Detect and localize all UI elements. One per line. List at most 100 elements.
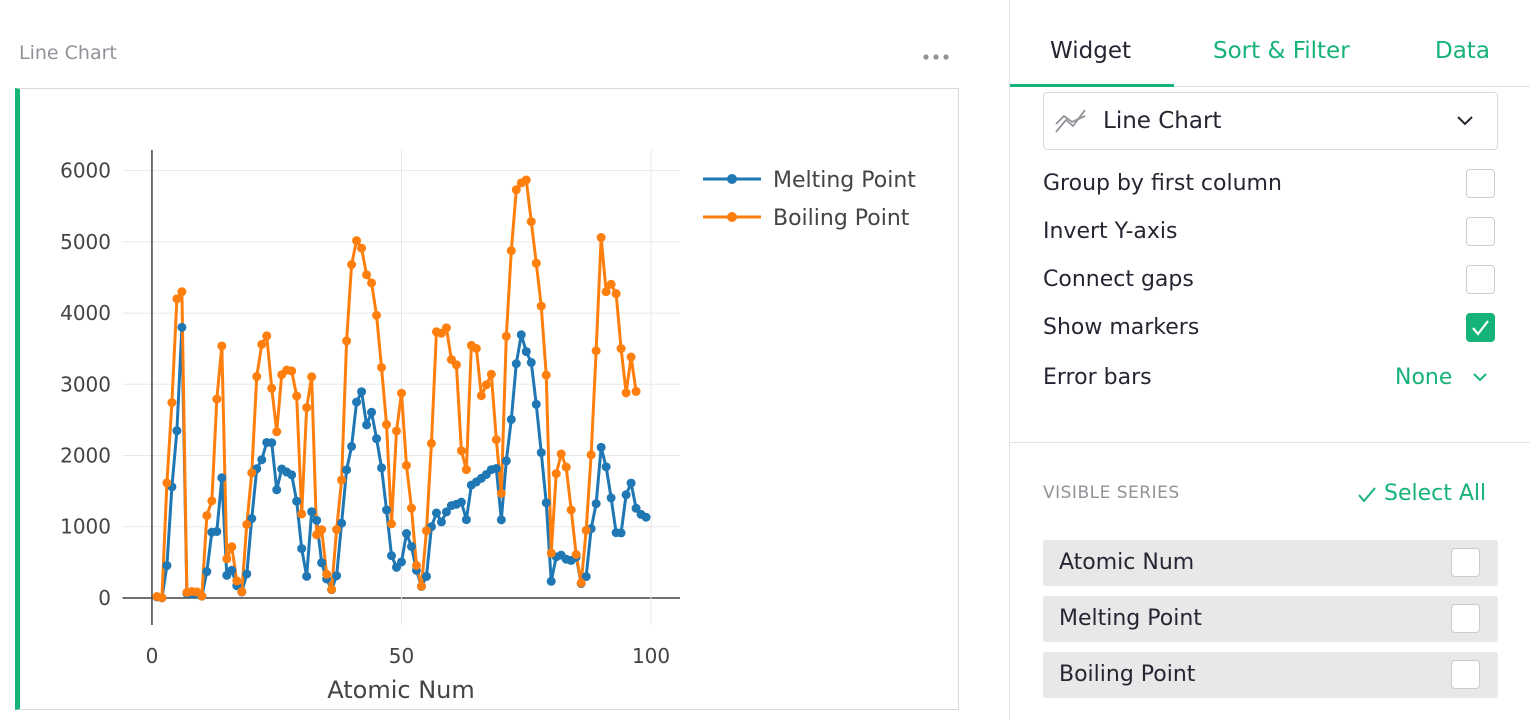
marker [456,446,466,456]
marker [641,512,651,522]
error-bars-value[interactable]: None [1395,365,1453,390]
marker [222,554,232,564]
marker [372,434,382,444]
marker [387,551,397,561]
marker [616,528,626,538]
marker [491,435,501,445]
tab[interactable]: Widget [1050,38,1131,64]
marker [506,246,516,256]
x-tick-label: 100 [632,644,670,668]
section-menu[interactable] [920,50,952,64]
marker [177,322,187,332]
marker [382,420,392,430]
checkbox[interactable] [1451,604,1480,633]
marker [631,503,641,513]
marker [352,397,362,407]
checkbox[interactable] [1466,217,1495,246]
checkbox[interactable] [1466,169,1495,198]
legend-marker [727,212,737,222]
marker [571,549,581,559]
marker [581,525,591,535]
x-axis-title: Atomic Num [327,676,475,704]
marker [257,455,267,465]
marker [591,346,601,356]
widget-type-select[interactable]: Line Chart [1043,92,1498,150]
marker [521,347,531,357]
y-tick-label: 4000 [60,301,111,325]
checkbox[interactable] [1466,313,1495,342]
marker [287,366,297,376]
marker [357,387,367,397]
marker [247,514,257,524]
marker [606,493,616,503]
option-label: Connect gaps [1043,267,1194,292]
marker [332,525,342,535]
marker [177,287,187,297]
marker [377,362,387,372]
marker [516,330,526,340]
check-icon [1472,320,1489,336]
series-label: Boiling Point [1059,662,1196,687]
marker [297,509,307,519]
marker [401,460,411,470]
tab[interactable]: Sort & Filter [1213,38,1350,64]
marker [352,236,362,246]
tab[interactable]: Data [1435,38,1490,64]
series-label: Melting Point [1059,606,1202,631]
dropdown-chevron [1457,116,1473,126]
marker [586,450,596,460]
series-row[interactable]: Melting Point [1043,596,1498,642]
marker [591,499,601,509]
marker [451,360,461,370]
marker [546,576,556,586]
marker [292,391,302,401]
marker [441,507,451,517]
marker [461,515,471,525]
marker [601,462,611,472]
marker [596,442,606,452]
marker [476,391,486,401]
tab-underline [1010,84,1174,87]
marker [297,544,307,554]
marker [526,358,536,368]
marker [551,469,561,479]
marker [581,572,591,582]
checkbox[interactable] [1451,548,1480,577]
marker [481,380,491,390]
marker [367,407,377,417]
marker [531,258,541,268]
marker [172,426,182,436]
marker [511,185,521,195]
marker [556,449,566,459]
marker [456,497,466,507]
widget-type-label: Line Chart [1103,108,1222,134]
marker [406,503,416,513]
visible-series-title: VISIBLE SERIES [1043,483,1180,503]
marker [292,496,302,506]
select-all[interactable]: Select All [1384,481,1487,506]
x-tick-label: 0 [146,644,159,668]
option-label: Group by first column [1043,171,1282,196]
marker [392,426,402,436]
series-row[interactable]: Boiling Point [1043,652,1498,698]
marker [327,584,337,594]
marker [242,569,252,579]
marker [621,490,631,500]
checkbox[interactable] [1451,660,1480,689]
marker [566,505,576,515]
y-tick-label: 3000 [60,372,111,396]
marker [322,569,332,579]
marker [546,548,556,558]
marker [247,468,257,478]
error-bars-chevron [1473,373,1487,382]
marker [601,287,611,297]
marker [307,507,317,517]
marker [287,470,297,480]
series-row[interactable]: Atomic Num [1043,540,1498,586]
checkbox[interactable] [1466,265,1495,294]
marker [616,344,626,354]
marker [401,529,411,539]
marker [611,289,621,299]
marker [342,465,352,475]
tab-bar: Widget Sort & Filter Data [1010,0,1530,87]
